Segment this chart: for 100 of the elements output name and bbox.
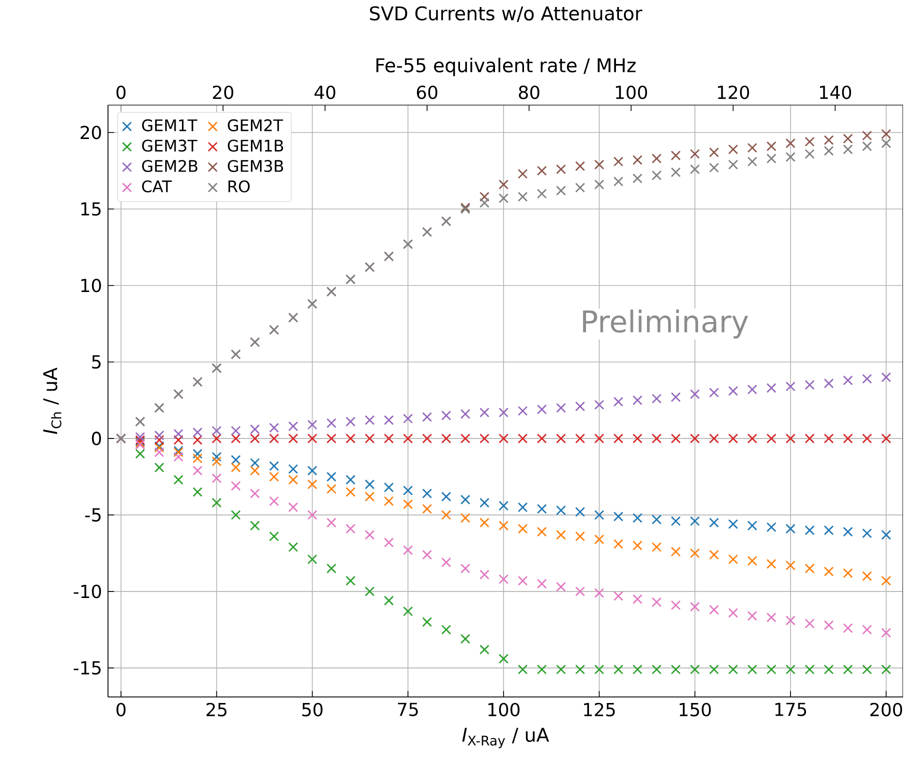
point xyxy=(154,462,164,472)
point xyxy=(307,479,318,490)
point xyxy=(652,664,662,674)
annotation: Preliminary xyxy=(583,310,748,338)
point xyxy=(518,434,528,444)
point xyxy=(441,434,452,444)
point xyxy=(652,597,662,608)
point xyxy=(862,664,872,674)
point xyxy=(670,392,681,402)
point xyxy=(135,448,146,459)
point xyxy=(480,434,490,444)
point xyxy=(307,466,318,476)
point xyxy=(575,401,586,412)
point xyxy=(613,396,624,407)
x2-tick-label: 80 xyxy=(518,86,540,100)
point xyxy=(786,434,796,444)
point xyxy=(632,434,642,444)
point xyxy=(728,608,738,618)
point xyxy=(556,402,566,413)
point xyxy=(326,484,336,494)
point xyxy=(307,554,318,564)
point xyxy=(824,525,834,536)
point xyxy=(652,542,662,552)
point xyxy=(747,664,758,674)
point xyxy=(804,148,815,159)
point xyxy=(613,176,624,186)
point xyxy=(862,571,872,582)
point xyxy=(269,496,279,506)
point xyxy=(518,406,528,416)
point xyxy=(384,482,394,492)
point xyxy=(670,546,681,557)
x2-tick-label: 40 xyxy=(314,86,336,100)
x-tick-label: 125 xyxy=(584,702,615,716)
point xyxy=(594,160,604,170)
point xyxy=(536,434,547,444)
point xyxy=(480,644,490,655)
point xyxy=(690,664,700,674)
y-tick-label: -15 xyxy=(74,661,101,675)
point xyxy=(135,432,146,442)
point xyxy=(460,634,470,644)
point xyxy=(804,380,815,390)
point xyxy=(536,188,547,199)
point xyxy=(212,426,222,436)
point xyxy=(192,427,202,438)
point xyxy=(690,164,700,174)
point xyxy=(632,594,642,604)
x-tick-label: 50 xyxy=(302,702,323,716)
point xyxy=(613,539,624,549)
point xyxy=(670,167,681,178)
point xyxy=(422,504,432,514)
point xyxy=(173,474,184,485)
point xyxy=(364,434,375,444)
point xyxy=(728,434,738,444)
point xyxy=(709,550,719,560)
x2-tick-label: 0 xyxy=(116,86,126,100)
point xyxy=(556,582,566,592)
point xyxy=(403,545,413,556)
point xyxy=(346,524,356,534)
point xyxy=(422,412,432,422)
point xyxy=(594,510,604,520)
y-tick-label: -5 xyxy=(85,508,101,522)
point xyxy=(212,473,222,484)
point xyxy=(824,566,834,576)
point xyxy=(881,664,892,674)
point xyxy=(346,474,356,485)
point xyxy=(575,434,586,444)
point xyxy=(403,499,413,510)
point xyxy=(269,422,279,433)
point xyxy=(480,198,490,208)
point xyxy=(250,424,260,434)
point xyxy=(250,488,260,498)
point xyxy=(230,480,241,491)
point xyxy=(384,596,394,606)
point xyxy=(173,452,184,462)
point xyxy=(842,526,853,537)
point xyxy=(747,142,758,153)
point xyxy=(747,384,758,394)
point xyxy=(709,518,719,528)
point xyxy=(786,138,796,148)
legend-label: GEM3T xyxy=(142,140,198,152)
point xyxy=(212,452,222,462)
point xyxy=(326,418,336,428)
point xyxy=(881,628,892,638)
point xyxy=(881,138,892,148)
point xyxy=(422,617,432,627)
y-tick-label: 5 xyxy=(92,355,101,369)
y-tick-label: 20 xyxy=(80,126,101,140)
point xyxy=(230,426,241,436)
point xyxy=(728,386,738,396)
point xyxy=(594,434,604,444)
point xyxy=(536,526,547,537)
point xyxy=(594,180,604,190)
point xyxy=(690,516,700,526)
point xyxy=(536,404,547,414)
point xyxy=(441,624,452,635)
point xyxy=(613,156,624,167)
y-tick-label: 0 xyxy=(92,432,101,446)
point xyxy=(804,525,815,536)
point xyxy=(881,372,892,382)
point xyxy=(346,434,356,444)
